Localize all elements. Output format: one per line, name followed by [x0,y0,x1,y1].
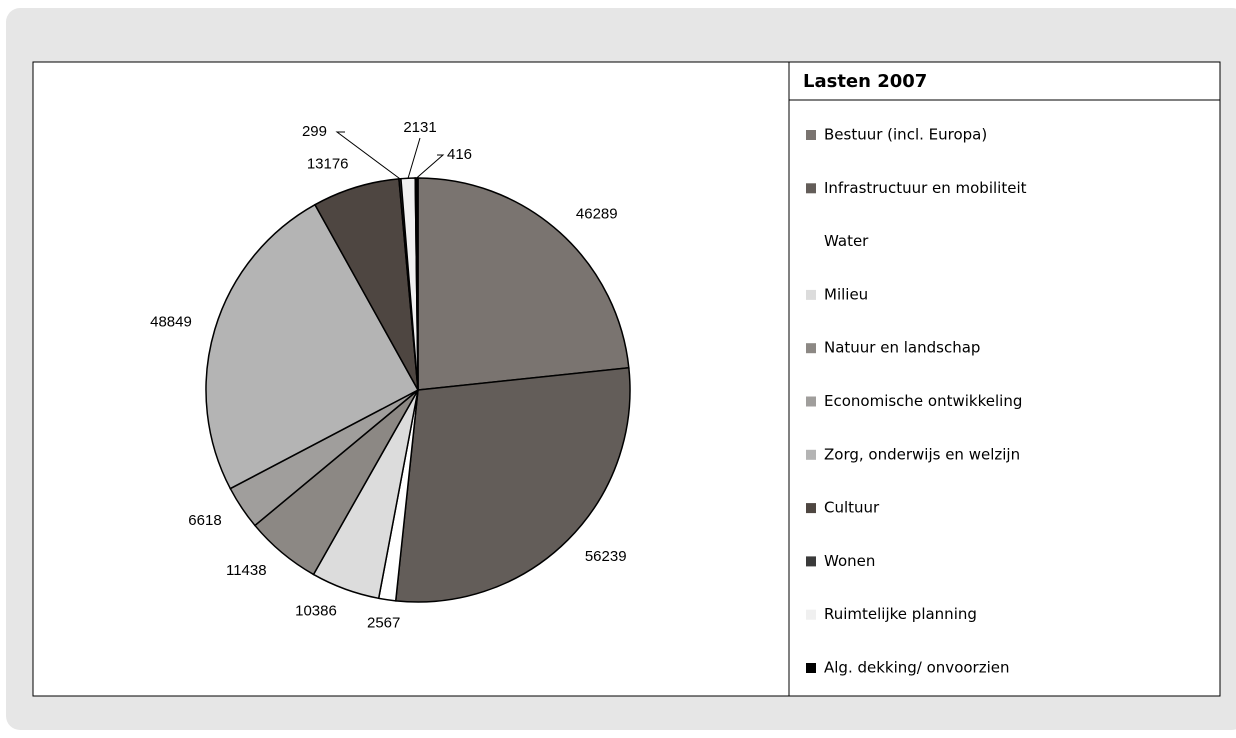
legend-swatch [806,183,816,194]
pie-slice [394,366,631,603]
legend-label: Natuur en landschap [824,339,980,357]
legend-swatch [806,396,816,407]
legend-label: Wonen [824,552,875,570]
leader-line [335,131,401,180]
data-label: 2131 [403,119,436,136]
pie-slice [205,203,420,490]
legend-swatch [806,449,816,460]
data-label: 299 [302,123,327,140]
pie-slice [417,177,630,391]
data-label: 56239 [585,548,627,565]
data-label: 2567 [367,614,400,631]
legend-label: Infrastructuur en mobiliteit [824,179,1027,197]
legend-swatch [806,663,816,673]
legend-label: Milieu [824,285,868,303]
data-label: 13176 [307,155,349,172]
data-label: 6618 [188,512,221,529]
legend-label: Bestuur (incl. Europa) [824,126,987,144]
legend-swatch [806,556,816,567]
legend-swatch [806,130,816,140]
legend-label: Cultuur [824,499,880,517]
data-label: 11438 [226,562,267,579]
leader-line [407,137,421,179]
leader-line [416,154,445,179]
legend-swatch [806,609,816,620]
data-label: 416 [447,146,472,163]
legend-swatch [806,343,816,354]
legend-label: Ruimtelijke planning [824,605,977,623]
legend-label: Water [824,232,869,250]
legend-title: Lasten 2007 [803,71,927,92]
legend-swatch [806,236,816,247]
legend-label: Alg. dekking/ onvoorzien [824,659,1010,677]
data-label: 48849 [150,313,192,330]
legend-label: Economische ontwikkeling [824,392,1022,410]
legend-swatch [806,289,816,300]
data-label: 10386 [295,603,337,620]
legend-swatch [806,503,816,514]
legend-label: Zorg, onderwijs en welzijn [824,445,1020,463]
data-label: 46289 [576,206,618,223]
